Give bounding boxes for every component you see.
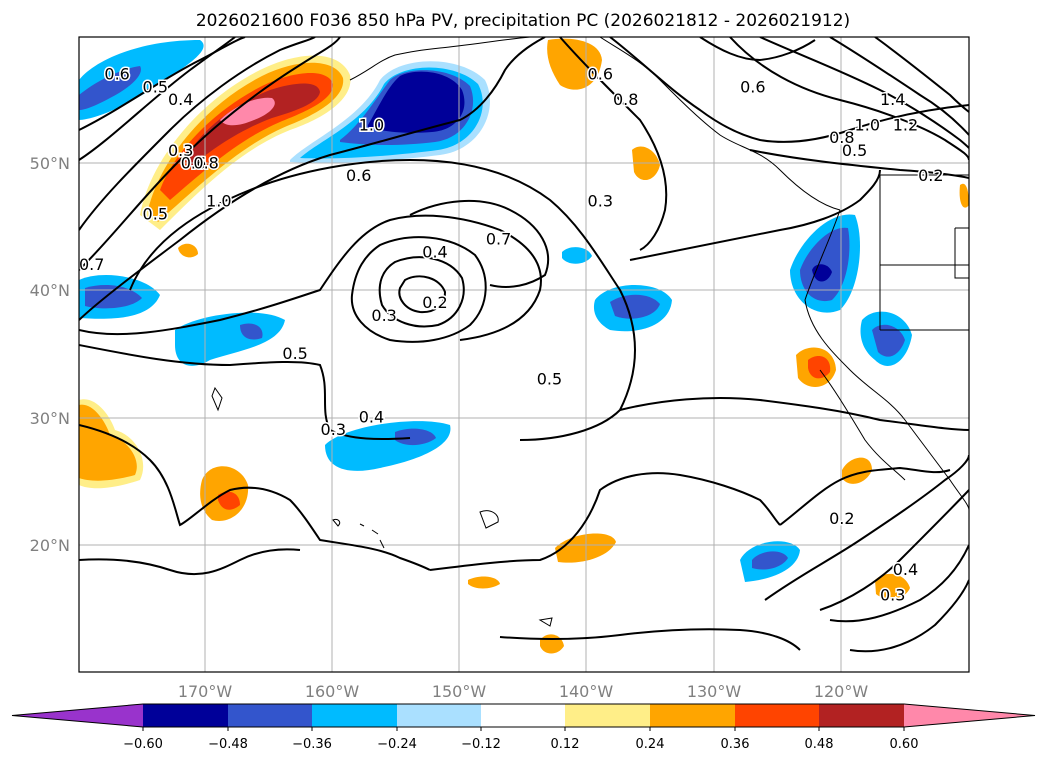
contour-label: 0.5 [842, 141, 867, 160]
positive-anomaly-hawaii-west [218, 491, 240, 510]
contour-labels: 0.60.50.40.30.50.60.81.00.71.00.60.40.70… [79, 63, 945, 606]
contour-label: 0.8 [193, 154, 218, 173]
colorbar-bin [481, 704, 565, 727]
contour-label: 0.3 [371, 306, 396, 325]
contour-label: 0.4 [422, 242, 447, 261]
colorbar-tick-label: 0.24 [636, 737, 665, 752]
contour-label: 0.5 [537, 369, 562, 388]
lat-tick-label: 20°N [30, 536, 70, 555]
colorbar-bin [735, 704, 819, 727]
positive-anomaly-core [220, 97, 275, 126]
lat-tick-label: 30°N [30, 409, 70, 428]
negative-anomaly-nw [79, 66, 141, 110]
negative-anomaly-nw [79, 40, 204, 120]
positive-anomaly-baja [808, 356, 831, 379]
contour-label: 0.6 [181, 154, 206, 173]
positive-anomaly-small [468, 576, 500, 589]
contour-label: 1.0 [359, 115, 384, 134]
lon-tick-labels: 170°W 160°W 150°W 140°W 130°W 120°W [178, 682, 869, 701]
lat-tick-label: 40°N [30, 281, 70, 300]
colorbar-tick-label: 0.60 [890, 737, 919, 752]
colorbar-tick-label: 0.36 [721, 737, 750, 752]
lon-tick-label: 150°W [432, 682, 487, 701]
negative-anomaly-south [752, 551, 788, 570]
contour-label: 0.7 [486, 230, 511, 249]
colorbar-bin [650, 704, 735, 727]
positive-anomaly-small [875, 573, 910, 599]
contour-label: 0.6 [588, 65, 613, 84]
contour-label: 1.0 [206, 192, 231, 211]
colorbar-extend-min-fill [12, 704, 143, 727]
contour-label: 0.2 [422, 293, 447, 312]
positive-anomaly-small [178, 243, 198, 258]
contour-label: 0.2 [918, 166, 943, 185]
positive-anomaly-band [185, 83, 320, 168]
lat-tick-label: 50°N [30, 154, 70, 173]
contour-label: 0.5 [282, 344, 307, 363]
negative-anomaly-east [562, 247, 592, 264]
contour-label: 1.0 [855, 115, 880, 134]
pv-contours [79, 37, 969, 653]
contour-label: 0.5 [143, 204, 168, 223]
coastlines [211, 37, 969, 627]
contour-label: 0.8 [613, 90, 638, 109]
map-title: 2026021600 F036 850 hPa PV, precipitatio… [196, 11, 850, 31]
colorbar-tick-label: −0.24 [377, 737, 417, 752]
negative-anomaly-east [610, 294, 660, 319]
contour-label: 0.7 [79, 255, 104, 274]
contour-label: 0.6 [104, 65, 129, 84]
contour-label: 0.3 [588, 192, 613, 211]
contour-label: 0.3 [321, 420, 346, 439]
colorbar-tick-label: −0.12 [461, 737, 501, 752]
colorbar-bin [312, 704, 397, 727]
colorbar-tick-label: −0.48 [208, 737, 248, 752]
colorbar-bin [819, 704, 904, 727]
negative-anomaly-central [395, 428, 436, 446]
contour-label: 0.3 [168, 141, 193, 160]
contour-label: 0.6 [740, 77, 765, 96]
contour-label: 0.4 [359, 408, 384, 427]
colorbar: −0.60 −0.48 −0.36 −0.24 −0.12 0.12 0.24 0.36 0.4… [11, 703, 1036, 752]
positive-anomaly-southwest [79, 404, 137, 481]
lat-tick-labels: 50°N 40°N 30°N 20°N [30, 154, 70, 555]
lon-tick-label: 170°W [178, 682, 233, 701]
contour-label: 0.4 [168, 90, 193, 109]
colorbar-bin [228, 704, 312, 727]
graticule [79, 37, 969, 672]
contour-label: 1.4 [880, 90, 905, 109]
lon-tick-label: 130°W [687, 682, 742, 701]
colorbar-tick-label: −0.36 [292, 737, 332, 752]
colorbar-bin [565, 704, 650, 727]
contour-label: 0.2 [829, 509, 854, 528]
negative-anomaly-alaska [368, 71, 465, 133]
negative-anomaly-nevada [872, 324, 905, 357]
contour-label: 0.5 [143, 77, 168, 96]
contour-label: 0.3 [880, 585, 905, 604]
contour-label: 0.6 [346, 166, 371, 185]
lon-tick-label: 160°W [305, 682, 360, 701]
negative-anomaly-west [240, 323, 263, 340]
colorbar-bin [397, 704, 481, 727]
lon-tick-label: 140°W [559, 682, 614, 701]
negative-anomaly-california [800, 227, 850, 302]
colorbar-tick-label: −0.60 [123, 737, 163, 752]
colorbar-extend-max [904, 704, 1035, 727]
lon-tick-label: 120°W [814, 682, 869, 701]
precip-anomaly-layer [79, 38, 969, 654]
contour-label: 1.2 [893, 115, 918, 134]
colorbar-tick-label: 0.48 [805, 737, 834, 752]
positive-anomaly-small [959, 183, 969, 208]
positive-anomaly-small [842, 457, 872, 484]
map-frame [78, 36, 970, 673]
positive-anomaly-alaska-peninsula [547, 38, 602, 90]
contour-label: 0.8 [829, 128, 854, 147]
colorbar-bin [143, 704, 228, 727]
colorbar-tick-label: 0.12 [551, 737, 580, 752]
contour-label: 0.4 [893, 560, 918, 579]
